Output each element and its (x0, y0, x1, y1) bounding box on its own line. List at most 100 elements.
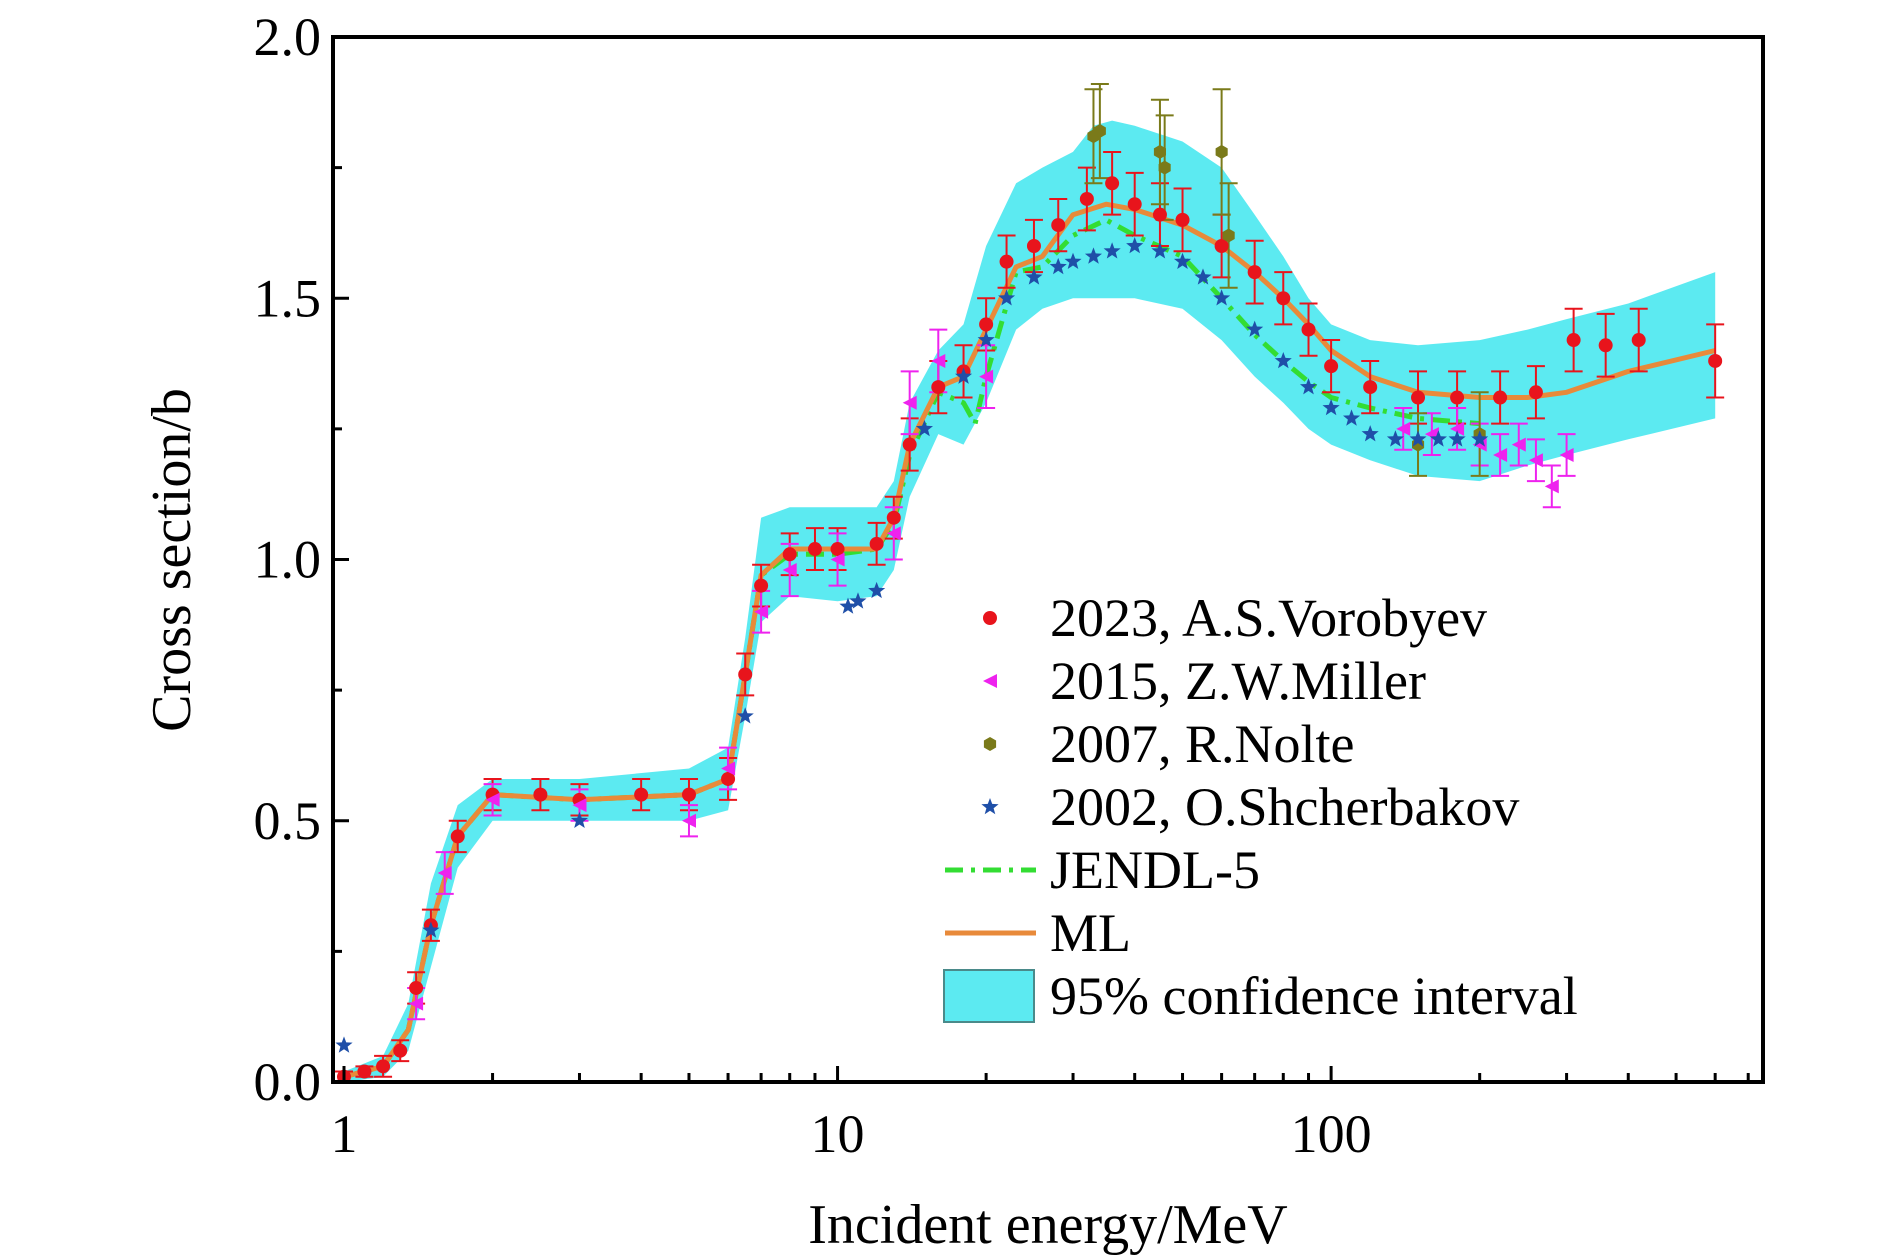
legend-label-2002-o-shcherbakov: 2002, O.Shcherbakov (1050, 777, 1519, 837)
point-2015-z-w-miller (437, 866, 452, 880)
legend-label-ml: ML (1050, 903, 1131, 963)
confidence-band (344, 120, 1716, 1083)
point-2002-o-shcherbakov (1025, 268, 1043, 285)
point-2023-a-s-vorobyev (1450, 390, 1465, 405)
point-2023-a-s-vorobyev (931, 380, 946, 395)
legend-marker-2002-o-shcherbakov (981, 798, 999, 815)
point-2023-a-s-vorobyev (376, 1059, 391, 1074)
legend-marker-2007-r-nolte (983, 737, 997, 751)
point-2015-z-w-miller (979, 369, 994, 384)
data-points-layer (335, 124, 1723, 1084)
point-2015-z-w-miller (754, 604, 769, 619)
point-2023-a-s-vorobyev (1127, 197, 1142, 212)
point-2023-a-s-vorobyev (754, 578, 769, 593)
point-2002-o-shcherbakov (570, 811, 588, 828)
point-2023-a-s-vorobyev (1247, 265, 1262, 280)
legend-label-2015-z-w-miller: 2015, Z.W.Miller (1050, 651, 1426, 711)
point-2015-z-w-miller (682, 813, 696, 828)
point-2007-r-nolte (1222, 228, 1235, 243)
y-axis-title: Cross section/b (141, 388, 203, 732)
y-tick-label: 0.0 (254, 1052, 322, 1112)
point-2002-o-shcherbakov (422, 921, 440, 938)
legend-marker-2015-z-w-miller (983, 674, 997, 688)
axis-ticks-layer: 0.0 0.5 1.0 1.5 2.0 1 10 100 (254, 7, 1750, 1164)
point-2023-a-s-vorobyev (979, 317, 994, 332)
point-2015-z-w-miller (886, 526, 901, 541)
point-2002-o-shcherbakov (736, 707, 754, 724)
point-2023-a-s-vorobyev (738, 667, 753, 682)
point-2002-o-shcherbakov (955, 367, 973, 384)
point-2002-o-shcherbakov (839, 597, 857, 614)
point-2002-o-shcherbakov (1386, 430, 1404, 447)
legend-label-confidence-band: 95% confidence interval (1050, 966, 1578, 1026)
point-2023-a-s-vorobyev (1276, 291, 1291, 306)
point-2023-a-s-vorobyev (782, 547, 797, 562)
point-2023-a-s-vorobyev (1175, 212, 1190, 227)
point-2023-a-s-vorobyev (1566, 333, 1581, 348)
point-2023-a-s-vorobyev (1631, 333, 1646, 348)
point-2002-o-shcherbakov (1126, 237, 1144, 254)
point-2023-a-s-vorobyev (533, 787, 548, 802)
legend-marker-2023-a-s-vorobyev (983, 611, 997, 625)
point-2023-a-s-vorobyev (1598, 338, 1613, 353)
point-2015-z-w-miller (782, 563, 797, 577)
point-2015-z-w-miller (572, 798, 587, 813)
point-2002-o-shcherbakov (915, 419, 933, 437)
legend-label-2023-a-s-vorobyev: 2023, A.S.Vorobyev (1050, 588, 1487, 648)
legend-swatch-confidence-band (943, 969, 1035, 1023)
point-2023-a-s-vorobyev (634, 787, 649, 802)
point-2002-o-shcherbakov (1274, 352, 1292, 369)
point-2023-a-s-vorobyev (450, 829, 465, 844)
point-2023-a-s-vorobyev (902, 437, 917, 452)
point-2002-o-shcherbakov (868, 581, 886, 599)
point-2023-a-s-vorobyev (1301, 322, 1316, 337)
point-2015-z-w-miller (1396, 421, 1411, 436)
point-2015-z-w-miller (485, 792, 500, 807)
point-2023-a-s-vorobyev (721, 771, 736, 786)
point-2023-a-s-vorobyev (1079, 191, 1094, 206)
confidence-band-layer (344, 120, 1716, 1083)
point-2002-o-shcherbakov (1151, 242, 1169, 259)
point-2015-z-w-miller (1528, 453, 1543, 468)
y-tick-label: 2.0 (254, 7, 322, 67)
x-tick-label: 100 (1291, 1104, 1372, 1164)
point-2007-r-nolte (1153, 144, 1166, 159)
point-2023-a-s-vorobyev (1493, 390, 1508, 405)
legend-label-jendl-5: JENDL-5 (1050, 840, 1260, 900)
point-2023-a-s-vorobyev (1324, 359, 1339, 374)
point-2015-z-w-miller (1559, 448, 1574, 462)
point-2015-z-w-miller (1450, 421, 1465, 436)
point-2015-z-w-miller (931, 354, 946, 368)
point-2023-a-s-vorobyev (357, 1064, 372, 1079)
point-2015-z-w-miller (1544, 479, 1559, 494)
legend-label-2007-r-nolte: 2007, R.Nolte (1050, 714, 1355, 774)
point-2015-z-w-miller (409, 996, 424, 1011)
x-tick-label: 10 (811, 1104, 865, 1164)
point-2002-o-shcherbakov (977, 331, 995, 348)
point-2023-a-s-vorobyev (1152, 207, 1167, 222)
point-2002-o-shcherbakov (1246, 320, 1264, 337)
point-2002-o-shcherbakov (1194, 268, 1212, 285)
point-2023-a-s-vorobyev (1708, 353, 1723, 368)
point-2002-o-shcherbakov (335, 1036, 353, 1053)
point-2023-a-s-vorobyev (999, 254, 1014, 269)
point-2023-a-s-vorobyev (1411, 390, 1426, 405)
point-2023-a-s-vorobyev (1214, 239, 1229, 253)
point-2002-o-shcherbakov (1409, 430, 1427, 447)
point-2002-o-shcherbakov (998, 289, 1016, 306)
point-2002-o-shcherbakov (1064, 252, 1082, 269)
point-2002-o-shcherbakov (1084, 247, 1102, 264)
point-2015-z-w-miller (902, 395, 917, 410)
point-2007-r-nolte (1093, 124, 1106, 138)
point-2002-o-shcherbakov (1448, 430, 1466, 447)
y-tick-label: 0.5 (254, 791, 322, 851)
point-2023-a-s-vorobyev (681, 787, 696, 802)
point-2023-a-s-vorobyev (1051, 218, 1066, 233)
point-2023-a-s-vorobyev (830, 542, 845, 557)
point-2007-r-nolte (1215, 144, 1228, 159)
point-2023-a-s-vorobyev (869, 536, 884, 551)
point-2023-a-s-vorobyev (409, 980, 424, 995)
point-2015-z-w-miller (830, 552, 845, 567)
